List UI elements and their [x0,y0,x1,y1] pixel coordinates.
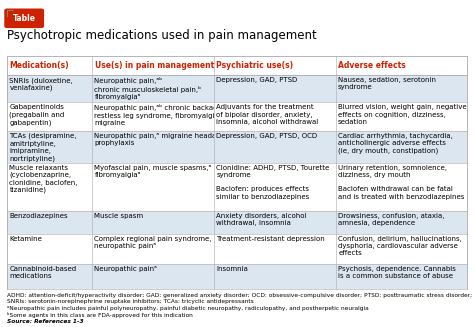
Text: Insomnia: Insomnia [216,266,248,272]
Bar [7,102,467,131]
Text: Neuropathic pain,ᵃ migraine headache
prophylaxis: Neuropathic pain,ᵃ migraine headache pro… [94,133,229,146]
Text: Cannabinoid-based
medications: Cannabinoid-based medications [9,266,76,279]
Text: Cardiac arrhythmia, tachycardia,
anticholinergic adverse effects
(ie, dry mouth,: Cardiac arrhythmia, tachycardia, anticho… [338,133,453,154]
Text: ᵃNeuropathic pain includes painful polyneuropathy, painful diabetic neuropathy, : ᵃNeuropathic pain includes painful polyn… [7,306,369,311]
Text: Gabapentinoids
(pregabalin and
gabapentin): Gabapentinoids (pregabalin and gabapenti… [9,104,64,126]
Text: Medication(s): Medication(s) [9,61,69,70]
Text: Muscle spasm: Muscle spasm [94,213,144,219]
Text: Use(s) in pain management: Use(s) in pain management [94,61,214,70]
Text: Anxiety disorders, alcohol
withdrawal, insomnia: Anxiety disorders, alcohol withdrawal, i… [216,213,307,226]
Text: SNRIs: serotonin-norepinephrine reuptake inhibitors; TCAs: tricyclic antidepress: SNRIs: serotonin-norepinephrine reuptake… [7,299,254,304]
Text: Muscle relaxants
(cyclobenzaprine,
clonidine, baclofen,
tizanidine): Muscle relaxants (cyclobenzaprine, cloni… [9,165,78,193]
Text: Depression, GAD, PTSD, OCD: Depression, GAD, PTSD, OCD [216,133,318,139]
Text: TCAs (desipramine,
amitriptyline,
imipramine,
nortriptyline): TCAs (desipramine, amitriptyline, imipra… [9,133,77,162]
Text: Nausea, sedation, serotonin
syndrome: Nausea, sedation, serotonin syndrome [338,77,436,91]
Text: ADHD: attention-deficit/hyperactivity disorder; GAD: generalized anxiety disorde: ADHD: attention-deficit/hyperactivity di… [7,293,472,298]
Text: Confusion, delirium, hallucinations,
dysphoria, cardiovascular adverse
effects: Confusion, delirium, hallucinations, dys… [338,235,462,256]
Text: ᵇSome agents in this class are FDA-approved for this indication: ᵇSome agents in this class are FDA-appro… [7,312,193,318]
Text: Adverse effects: Adverse effects [338,61,406,70]
Text: Myofascial pain, muscle spasms,ᵃ
fibromyalgiaᵃ: Myofascial pain, muscle spasms,ᵃ fibromy… [94,165,212,178]
Text: Adjuvants for the treatment
of bipolar disorder, anxiety,
insomnia, alcohol with: Adjuvants for the treatment of bipolar d… [216,104,319,125]
Bar [7,163,467,211]
Text: Blurred vision, weight gain, negative
effects on cognition, dizziness,
sedation: Blurred vision, weight gain, negative ef… [338,104,467,125]
Text: Treatment-resistant depression: Treatment-resistant depression [216,235,325,242]
Text: Urinary retention, somnolence,
dizziness, dry mouth

Baclofen withdrawal can be : Urinary retention, somnolence, dizziness… [338,165,465,200]
Text: Psychotropic medications used in pain management: Psychotropic medications used in pain ma… [7,29,317,43]
Text: Table: Table [13,14,36,23]
Text: Drowsiness, confusion, ataxia,
amnesia, dependence: Drowsiness, confusion, ataxia, amnesia, … [338,213,445,226]
Bar [7,233,467,264]
Bar [7,56,467,75]
Text: Psychiatric use(s): Psychiatric use(s) [216,61,293,70]
Text: Ketamine: Ketamine [9,235,42,242]
Text: Neuropathic pain,ᵃᵇ
chronic musculoskeletal pain,ᵇ
fibromyalgiaᵃ: Neuropathic pain,ᵃᵇ chronic musculoskele… [94,77,201,100]
FancyBboxPatch shape [4,9,44,28]
Text: Neuropathic painᵃ: Neuropathic painᵃ [94,266,157,272]
Text: Source: References 1-3: Source: References 1-3 [7,319,84,324]
Text: Benzodiazepines: Benzodiazepines [9,213,68,219]
Text: Psychosis, dependence. Cannabis
is a common substance of abuse: Psychosis, dependence. Cannabis is a com… [338,266,456,279]
Text: Complex regional pain syndrome,
neuropathic painᵃ: Complex regional pain syndrome, neuropat… [94,235,212,249]
Text: Clonidine: ADHD, PTSD, Tourette
syndrome

Baclofen: produces effects
similar to : Clonidine: ADHD, PTSD, Tourette syndrome… [216,165,329,200]
Bar [7,131,467,163]
Bar [7,211,467,233]
Text: Neuropathic pain,ᵃᵇ chronic backache,
restless leg syndrome, fibromyalgia,
migra: Neuropathic pain,ᵃᵇ chronic backache, re… [94,104,228,126]
Text: SNRIs (duloxetine,
venlafaxine): SNRIs (duloxetine, venlafaxine) [9,77,73,92]
Bar [7,264,467,289]
Text: Depression, GAD, PTSD: Depression, GAD, PTSD [216,77,298,83]
Bar [7,75,467,102]
